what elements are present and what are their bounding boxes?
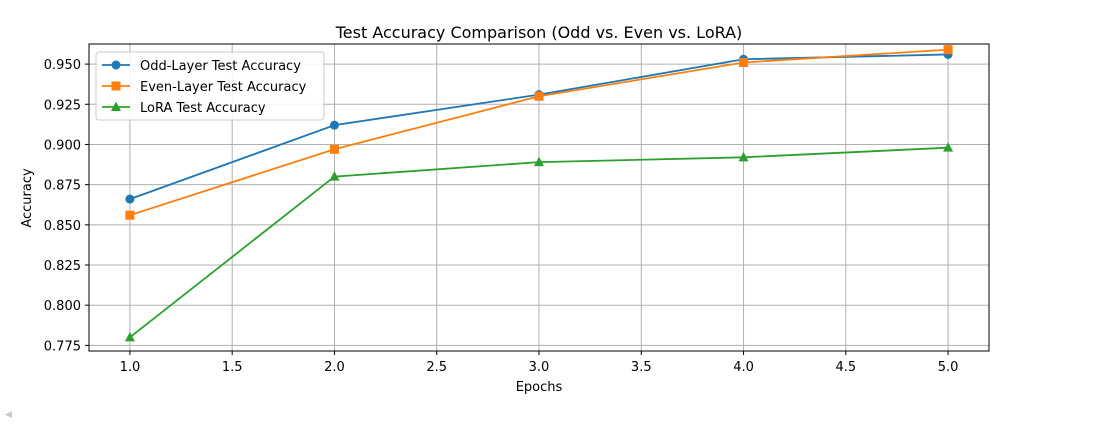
x-tick-label: 3.0 <box>529 360 550 375</box>
legend-marker <box>111 60 121 70</box>
data-point <box>329 144 339 154</box>
data-point <box>329 171 340 181</box>
y-tick-label: 0.925 <box>44 98 81 113</box>
series-lines <box>124 45 954 342</box>
x-axis-ticks: 1.0 1.5 2.0 2.5 3.0 3.5 4.0 4.5 5.0 <box>120 351 959 375</box>
data-point <box>125 210 135 220</box>
scroll-handle-icon[interactable]: ◀ <box>5 410 12 420</box>
series-2 <box>125 45 953 220</box>
y-tick-label: 0.875 <box>44 179 81 194</box>
x-tick-label: 1.5 <box>222 360 243 375</box>
y-tick-label: 0.825 <box>44 259 81 274</box>
data-point <box>329 120 339 130</box>
data-point <box>124 331 135 342</box>
legend: Odd-Layer Test Accuracy Even-Layer Test A… <box>95 51 325 121</box>
data-point <box>943 142 954 152</box>
grid <box>89 44 989 351</box>
data-point <box>943 45 953 55</box>
x-tick-label: 2.5 <box>426 360 447 375</box>
legend-item: LoRA Test Accuracy <box>102 101 266 116</box>
y-axis-ticks: 0.775 0.800 0.825 0.850 0.875 0.900 0.925 0.950 <box>44 58 89 354</box>
y-tick-label: 0.800 <box>44 299 81 314</box>
x-tick-label: 3.5 <box>631 360 652 375</box>
x-axis-label: Epochs <box>516 380 563 395</box>
data-point <box>534 156 544 167</box>
legend-marker <box>111 101 121 111</box>
y-tick-label: 0.950 <box>44 58 81 73</box>
y-tick-label: 0.775 <box>44 339 81 354</box>
y-axis-label: Accuracy <box>20 168 35 228</box>
x-tick-label: 1.0 <box>120 360 141 375</box>
legend-box <box>95 51 325 121</box>
data-point <box>738 151 749 162</box>
y-tick-label: 0.900 <box>44 138 81 153</box>
legend-label: LoRA Test Accuracy <box>140 101 266 116</box>
legend-item: Even-Layer Test Accuracy <box>102 80 307 95</box>
legend-label: Odd-Layer Test Accuracy <box>140 59 301 74</box>
x-tick-label: 2.0 <box>324 360 345 375</box>
chart-title: Test Accuracy Comparison (Odd vs. Even v… <box>335 23 743 42</box>
data-point <box>534 91 544 101</box>
x-tick-label: 4.0 <box>733 360 754 375</box>
x-tick-label: 4.5 <box>835 360 856 375</box>
series-3 <box>124 142 954 342</box>
x-tick-label: 5.0 <box>938 360 959 375</box>
legend-item: Odd-Layer Test Accuracy <box>102 59 301 74</box>
legend-label: Even-Layer Test Accuracy <box>140 80 307 95</box>
data-point <box>125 194 135 204</box>
y-tick-label: 0.850 <box>44 219 81 234</box>
legend-marker <box>111 81 121 91</box>
data-point <box>739 57 749 67</box>
